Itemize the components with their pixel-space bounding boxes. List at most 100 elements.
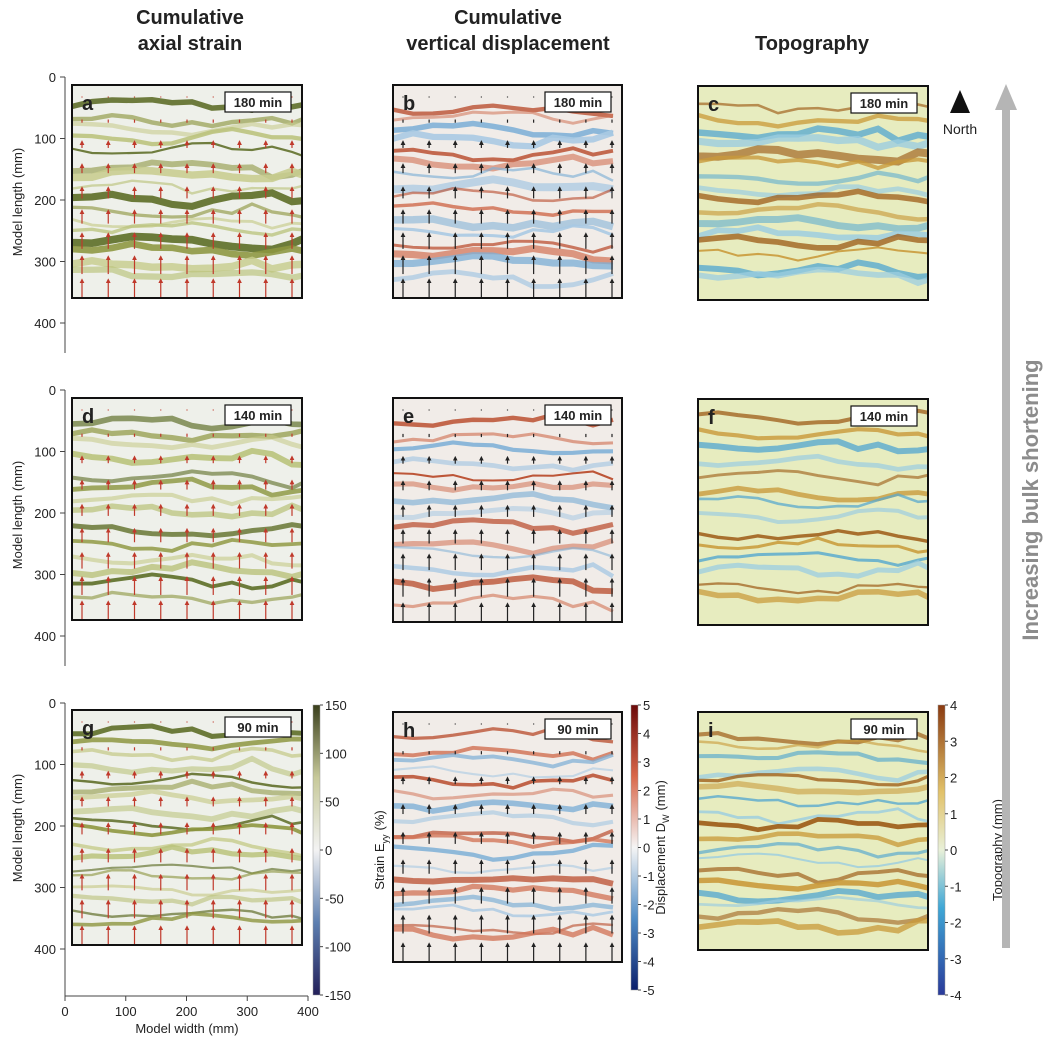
texture-band (72, 822, 302, 838)
texture-band (698, 188, 928, 206)
texture-band (393, 166, 614, 182)
colorbar-tick-label: 5 (643, 698, 650, 713)
panel (698, 399, 928, 625)
colorbar-tick-label: 2 (643, 784, 650, 799)
time-label: 90 min (557, 722, 598, 737)
colorbar-label-sub: W (661, 814, 671, 823)
colorbar-label-main: Strain E (372, 843, 387, 890)
texture-band (72, 492, 302, 507)
colorbar-tick-label: 0 (950, 843, 957, 858)
texture-band (393, 922, 614, 936)
texture-band (393, 562, 615, 579)
texture-band (72, 469, 302, 491)
texture-band (393, 903, 614, 918)
time-box (224, 91, 292, 113)
texture-band (393, 505, 614, 521)
time-label: 180 min (554, 95, 602, 110)
colorbar-tick-label: -4 (643, 955, 655, 970)
texture-band (698, 453, 928, 472)
texture-band (698, 816, 928, 833)
texture-band (698, 582, 928, 595)
texture-band (698, 831, 928, 848)
texture-band (698, 134, 928, 151)
texture-band (393, 745, 614, 762)
colorbar-tick-label: -50 (325, 891, 344, 906)
colorbar-tick-label: -2 (950, 916, 962, 931)
panel-letter: g (82, 718, 94, 740)
time-box (850, 405, 918, 427)
column-title: Cumulative (454, 7, 562, 29)
texture-band (393, 765, 614, 779)
texture-band (393, 120, 614, 139)
colorbar-label-sub: yy (380, 834, 390, 844)
texture-band (72, 755, 302, 778)
texture-band (72, 166, 302, 183)
column-title: axial strain (138, 33, 243, 55)
texture-band (698, 266, 928, 287)
colorbar-tick-label: 1 (950, 807, 957, 822)
time-box (224, 716, 292, 738)
texture-band (393, 787, 614, 801)
texture-band (698, 906, 928, 925)
panel (698, 86, 928, 300)
time-label: 90 min (237, 720, 278, 735)
texture-band (698, 112, 928, 129)
colorbar-tick-label: -5 (643, 983, 655, 998)
texture-band (698, 842, 928, 859)
texture-band (698, 895, 928, 910)
texture-band (72, 112, 302, 129)
colorbar-label-main: Displacement D (653, 823, 668, 915)
texture-band (698, 780, 928, 796)
time-label: 90 min (863, 722, 904, 737)
texture-band (698, 795, 928, 808)
colorbar-tick-label: 3 (950, 734, 957, 749)
colorbar-label-unit: (mm) (653, 780, 668, 810)
texture-band (393, 432, 614, 446)
texture-band (72, 559, 302, 581)
panel-letter: d (82, 406, 94, 428)
x-tick-label: 400 (297, 1004, 319, 1019)
column-title: vertical displacement (406, 33, 610, 55)
texture-band (72, 844, 302, 862)
texture-band (698, 469, 928, 487)
texture-band (72, 590, 302, 606)
y-tick-label: 100 (34, 758, 56, 773)
panel (393, 85, 622, 298)
texture-band (393, 537, 614, 557)
time-box (544, 404, 612, 426)
time-label: 140 min (860, 409, 908, 424)
colorbar (312, 704, 321, 996)
y-tick-label: 200 (34, 193, 56, 208)
panel (72, 710, 302, 945)
colorbar-tick-label: 0 (325, 843, 332, 858)
texture-band (393, 215, 614, 232)
time-label: 180 min (860, 96, 908, 111)
panel-letter: a (82, 93, 94, 115)
time-label: 140 min (554, 408, 602, 423)
texture-band (698, 551, 928, 567)
y-axis-label: Model length (mm) (10, 148, 25, 256)
colorbar-tick-label: -4 (950, 988, 962, 1003)
colorbar-label: Strain Eyy (%) (372, 810, 390, 889)
texture-band (698, 887, 928, 905)
texture-band (393, 252, 614, 270)
column-title: Cumulative (136, 7, 244, 29)
texture-band (72, 772, 302, 789)
time-box (544, 91, 612, 113)
texture-band (72, 121, 302, 138)
texture-band (698, 201, 928, 222)
texture-band (72, 572, 302, 591)
y-tick-label: 0 (49, 696, 56, 711)
texture-band (393, 574, 614, 595)
texture-band (72, 537, 302, 553)
colorbar-tick-label: 4 (950, 698, 957, 713)
column-title: Topography (755, 33, 870, 55)
panel (393, 712, 622, 962)
texture-band (698, 427, 928, 441)
colorbar-label: Topography (mm) (990, 799, 1005, 901)
colorbar (937, 704, 946, 996)
texture-band (698, 214, 928, 233)
panel-letter: h (403, 720, 415, 742)
y-tick-label: 300 (34, 568, 56, 583)
